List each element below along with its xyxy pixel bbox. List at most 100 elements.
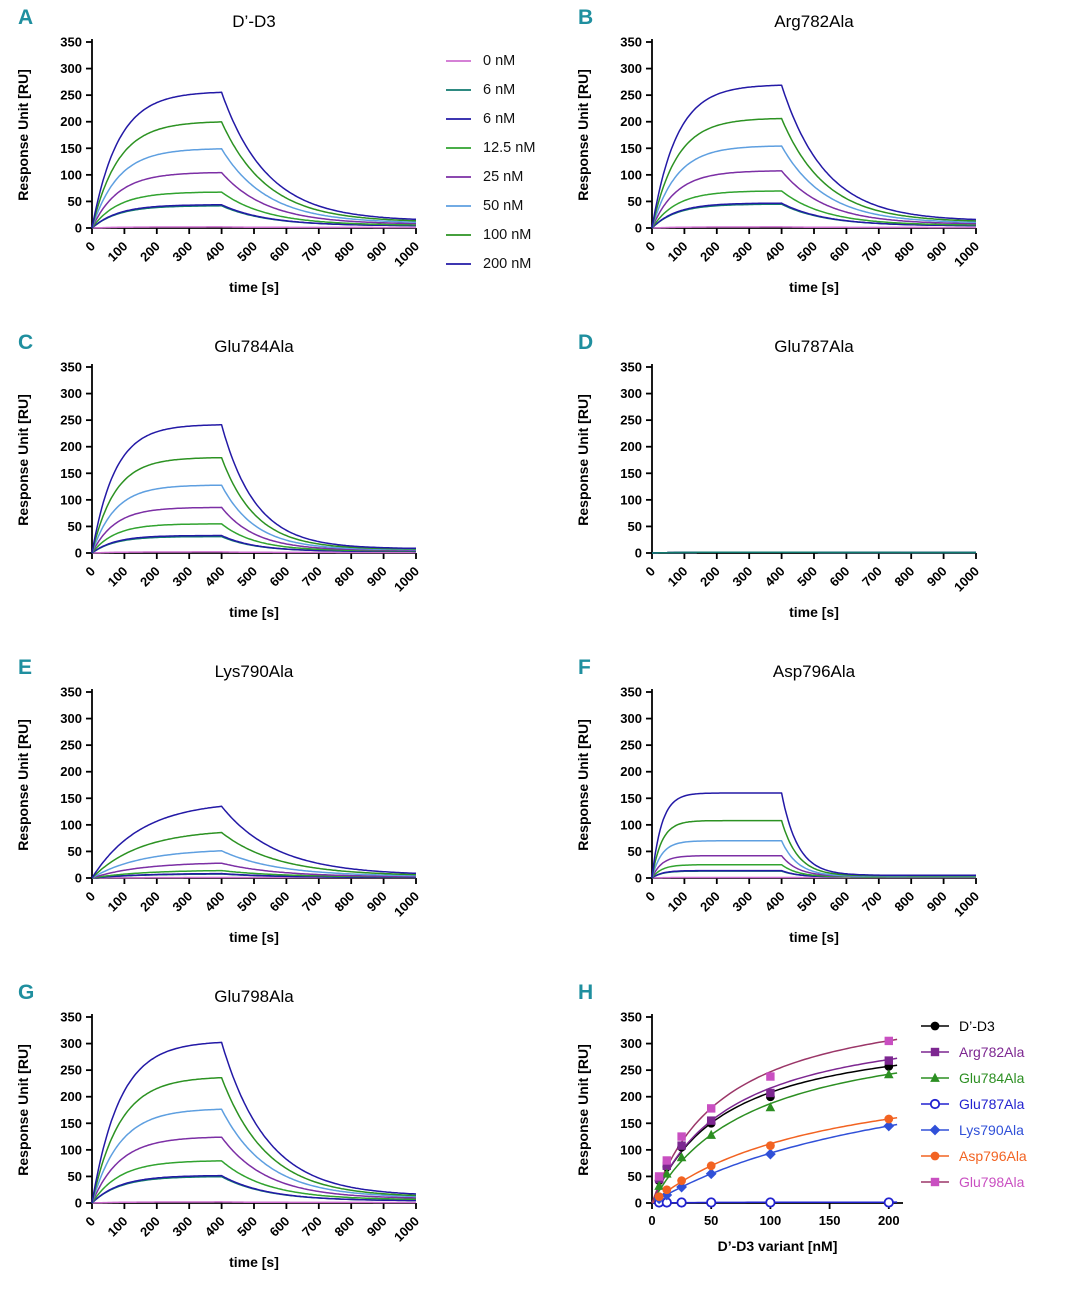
svg-text:900: 900 (924, 239, 950, 265)
square-marker-icon (921, 1047, 949, 1057)
concentration-legend-label: 6 nM (483, 110, 516, 127)
svg-text:600: 600 (267, 889, 293, 915)
svg-text:50: 50 (628, 844, 642, 859)
svg-text:Response Unit [RU]: Response Unit [RU] (15, 69, 31, 200)
svg-text:600: 600 (827, 239, 853, 265)
circle-open-marker-icon (921, 1098, 949, 1110)
concentration-legend-label: 12.5 nM (483, 139, 536, 156)
svg-text:50: 50 (704, 1213, 718, 1228)
svg-text:D’-D3 variant [nM]: D’-D3 variant [nM] (718, 1238, 838, 1254)
svg-text:700: 700 (299, 564, 325, 590)
variant-legend-item: Glu798Ala (919, 1169, 1059, 1195)
svg-text:300: 300 (60, 711, 82, 726)
svg-text:0: 0 (75, 546, 82, 561)
panel-C: C Glu784Ala 0 50 100 150 200 250 300 350 0 100 200 3… (12, 329, 432, 650)
panel-D: D Glu787Ala 0 50 100 150 200 250 300 350 0 100 200 3… (572, 329, 992, 650)
svg-text:400: 400 (762, 239, 788, 265)
svg-text:0: 0 (635, 871, 642, 886)
panel-letter-H: H (578, 981, 594, 1004)
svg-text:300: 300 (620, 1036, 642, 1051)
concentration-legend-item: 6 nM (444, 104, 572, 133)
concentration-legend-item: 25 nM (444, 162, 572, 191)
variant-legend-label: D’-D3 (959, 1018, 995, 1034)
svg-text:150: 150 (620, 141, 642, 156)
legend-color-line-icon (446, 262, 471, 265)
legend-color-line-icon (446, 117, 471, 120)
variant-legend-item: Arg782Ala (919, 1039, 1059, 1065)
legend-color-line-icon (446, 88, 471, 91)
svg-text:50: 50 (68, 1169, 82, 1184)
svg-text:300: 300 (620, 711, 642, 726)
svg-text:300: 300 (169, 1214, 195, 1240)
svg-text:300: 300 (620, 386, 642, 401)
svg-text:200: 200 (697, 889, 723, 915)
svg-text:50: 50 (68, 844, 82, 859)
svg-text:100: 100 (620, 167, 642, 182)
svg-text:500: 500 (794, 239, 820, 265)
svg-text:0: 0 (75, 1196, 82, 1211)
chart-sensorgram-lys790ala: Lys790Ala 0 50 100 150 200 250 300 350 0 100 200 300… (12, 658, 432, 975)
svg-text:150: 150 (60, 141, 82, 156)
svg-text:time [s]: time [s] (789, 604, 839, 620)
svg-text:350: 350 (60, 35, 82, 50)
svg-text:500: 500 (234, 564, 260, 590)
svg-text:Response Unit [RU]: Response Unit [RU] (15, 1044, 31, 1175)
svg-text:400: 400 (762, 564, 788, 590)
figure-row-3: E Lys790Ala 0 50 100 150 200 250 300 350 0 100 200 3… (0, 654, 1071, 975)
svg-text:900: 900 (364, 889, 390, 915)
variant-legend-item: Lys790Ala (919, 1117, 1059, 1143)
concentration-legend-label: 25 nM (483, 168, 524, 185)
svg-text:150: 150 (620, 1116, 642, 1131)
svg-text:100: 100 (60, 492, 82, 507)
svg-text:100: 100 (665, 889, 691, 915)
svg-text:0: 0 (82, 1214, 98, 1230)
svg-text:D’-D3: D’-D3 (232, 12, 275, 31)
concentration-legend-item: 6 nM (444, 75, 572, 104)
svg-text:100: 100 (620, 817, 642, 832)
svg-text:time [s]: time [s] (229, 279, 279, 295)
svg-text:Asp796Ala: Asp796Ala (773, 662, 856, 681)
svg-text:150: 150 (819, 1213, 841, 1228)
legend-color-line-icon (446, 59, 471, 62)
svg-text:100: 100 (105, 564, 131, 590)
svg-text:250: 250 (620, 738, 642, 753)
svg-text:350: 350 (620, 360, 642, 375)
svg-text:time [s]: time [s] (789, 929, 839, 945)
svg-text:100: 100 (620, 492, 642, 507)
svg-text:1000: 1000 (391, 889, 422, 920)
concentration-legend-label: 50 nM (483, 197, 524, 214)
svg-text:700: 700 (859, 239, 885, 265)
svg-text:150: 150 (60, 1116, 82, 1131)
svg-text:200: 200 (137, 564, 163, 590)
svg-text:350: 350 (60, 685, 82, 700)
svg-text:50: 50 (628, 519, 642, 534)
svg-text:900: 900 (364, 1214, 390, 1240)
chart-sensorgram-dpd3: D’-D3 0 50 100 150 200 250 300 350 0 100 200 300 400 5… (12, 8, 432, 325)
concentration-legend-label: 200 nM (483, 255, 532, 272)
variant-legend-label: Glu798Ala (959, 1174, 1025, 1190)
svg-text:200: 200 (60, 439, 82, 454)
svg-text:800: 800 (331, 1214, 357, 1240)
diamond-marker-icon (921, 1124, 949, 1136)
svg-text:100: 100 (60, 167, 82, 182)
square-marker-icon (921, 1177, 949, 1187)
panel-B: B Arg782Ala 0 50 100 150 200 250 300 350 0 100 200 3… (572, 4, 992, 325)
figure-row-1: A D’-D3 0 50 100 150 200 250 300 350 0 100 200 300 40… (0, 4, 1071, 325)
concentration-legend: 0 nM 6 nM 6 nM 12.5 nM 25 nM 50 nM 100 nM 200 n… (432, 4, 572, 278)
svg-text:0: 0 (642, 564, 658, 580)
variant-legend-item: Asp796Ala (919, 1143, 1059, 1169)
chart-sensorgram-arg782ala: Arg782Ala 0 50 100 150 200 250 300 350 0 100 200 300… (572, 8, 992, 325)
svg-text:300: 300 (169, 564, 195, 590)
svg-text:50: 50 (628, 194, 642, 209)
concentration-legend-item: 12.5 nM (444, 133, 572, 162)
svg-text:600: 600 (267, 1214, 293, 1240)
circle-marker-icon (921, 1021, 949, 1031)
svg-text:Response Unit [RU]: Response Unit [RU] (15, 719, 31, 850)
svg-text:900: 900 (924, 564, 950, 590)
svg-text:150: 150 (60, 791, 82, 806)
svg-text:150: 150 (620, 466, 642, 481)
svg-text:Response Unit [RU]: Response Unit [RU] (575, 69, 591, 200)
svg-text:Lys790Ala: Lys790Ala (215, 662, 294, 681)
svg-text:200: 200 (697, 239, 723, 265)
